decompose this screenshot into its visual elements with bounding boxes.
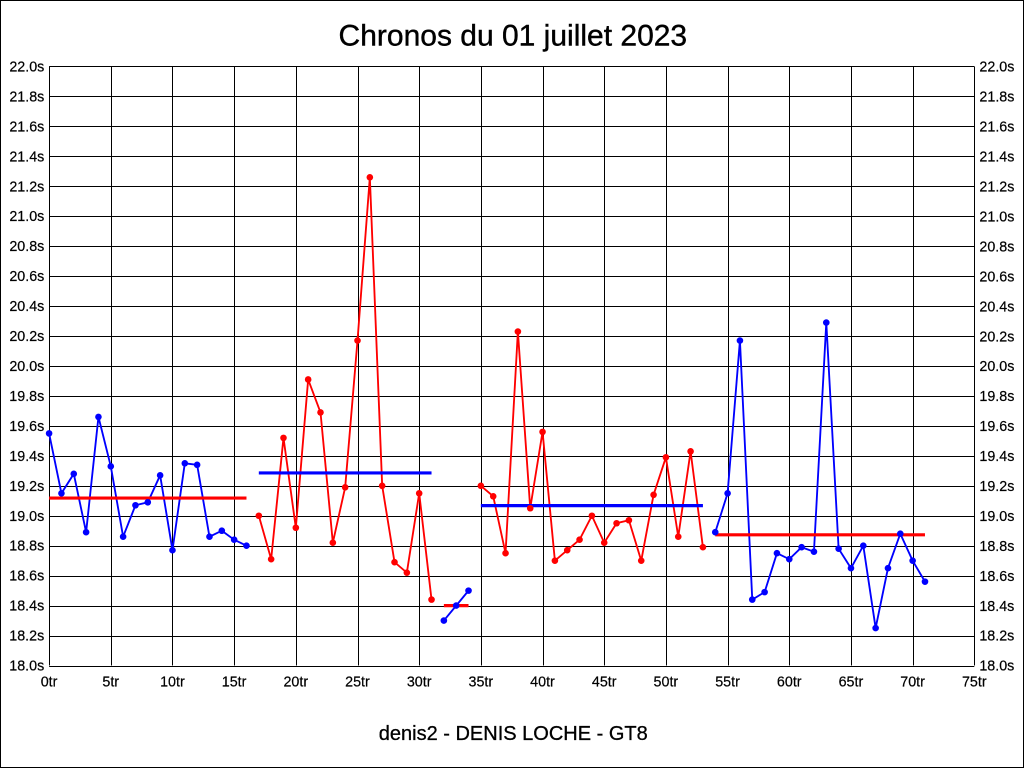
svg-text:15tr: 15tr (222, 674, 247, 690)
svg-text:19.2s: 19.2s (9, 479, 44, 495)
svg-text:65tr: 65tr (839, 675, 864, 691)
svg-text:20tr: 20tr (283, 674, 308, 690)
svg-text:19.2s: 19.2s (979, 479, 1014, 495)
svg-text:75tr: 75tr (962, 675, 987, 691)
svg-text:20.4s: 20.4s (9, 299, 44, 315)
svg-text:21.8s: 21.8s (9, 89, 44, 105)
svg-text:20.6s: 20.6s (979, 269, 1014, 285)
svg-text:21.6s: 21.6s (9, 119, 44, 135)
svg-text:20.0s: 20.0s (979, 359, 1014, 375)
svg-text:19.8s: 19.8s (979, 389, 1014, 405)
svg-text:20.6s: 20.6s (9, 269, 44, 285)
svg-text:21.2s: 21.2s (979, 179, 1014, 195)
svg-text:35tr: 35tr (469, 674, 494, 690)
svg-text:18.6s: 18.6s (9, 569, 44, 585)
svg-text:21.4s: 21.4s (979, 149, 1014, 165)
svg-text:60tr: 60tr (777, 675, 802, 691)
svg-text:19.6s: 19.6s (979, 419, 1014, 435)
svg-text:20.2s: 20.2s (979, 329, 1014, 345)
svg-text:22.0s: 22.0s (979, 60, 1014, 76)
svg-text:21.6s: 21.6s (979, 120, 1014, 136)
svg-text:21.4s: 21.4s (9, 149, 44, 165)
svg-text:19.0s: 19.0s (979, 509, 1014, 525)
svg-text:45tr: 45tr (592, 675, 617, 691)
svg-text:40tr: 40tr (530, 675, 555, 691)
svg-text:0tr: 0tr (41, 674, 58, 690)
svg-text:21.2s: 21.2s (9, 179, 44, 195)
svg-text:Chronos du 01 juillet 2023: Chronos du 01 juillet 2023 (339, 20, 688, 53)
svg-text:19.8s: 19.8s (9, 389, 44, 405)
svg-text:20.8s: 20.8s (9, 239, 44, 255)
svg-text:18.4s: 18.4s (979, 599, 1014, 615)
svg-text:denis2 - DENIS LOCHE - GT8: denis2 - DENIS LOCHE - GT8 (379, 723, 648, 745)
svg-text:20.8s: 20.8s (979, 239, 1014, 255)
svg-text:19.4s: 19.4s (979, 449, 1014, 465)
svg-text:21.0s: 21.0s (9, 209, 44, 225)
svg-text:19.0s: 19.0s (9, 509, 44, 525)
svg-text:18.8s: 18.8s (9, 539, 44, 555)
svg-text:18.8s: 18.8s (979, 539, 1014, 555)
svg-text:20.2s: 20.2s (9, 329, 44, 345)
svg-text:18.4s: 18.4s (9, 599, 44, 615)
svg-text:18.0s: 18.0s (979, 659, 1014, 675)
svg-text:30tr: 30tr (407, 674, 432, 690)
svg-text:10tr: 10tr (160, 674, 185, 690)
svg-text:21.8s: 21.8s (979, 90, 1014, 106)
svg-text:25tr: 25tr (345, 674, 370, 690)
svg-text:22.0s: 22.0s (9, 60, 44, 76)
svg-text:20.0s: 20.0s (9, 359, 44, 375)
svg-text:19.6s: 19.6s (9, 419, 44, 435)
svg-text:18.2s: 18.2s (9, 629, 44, 645)
svg-text:55tr: 55tr (715, 675, 740, 691)
svg-text:20.4s: 20.4s (979, 299, 1014, 315)
svg-text:70tr: 70tr (900, 675, 925, 691)
svg-text:5tr: 5tr (102, 674, 119, 690)
svg-text:18.0s: 18.0s (9, 659, 44, 675)
svg-text:18.6s: 18.6s (979, 569, 1014, 585)
svg-text:19.4s: 19.4s (9, 449, 44, 465)
svg-text:21.0s: 21.0s (979, 209, 1014, 225)
svg-text:18.2s: 18.2s (979, 629, 1014, 645)
svg-text:50tr: 50tr (654, 675, 679, 691)
